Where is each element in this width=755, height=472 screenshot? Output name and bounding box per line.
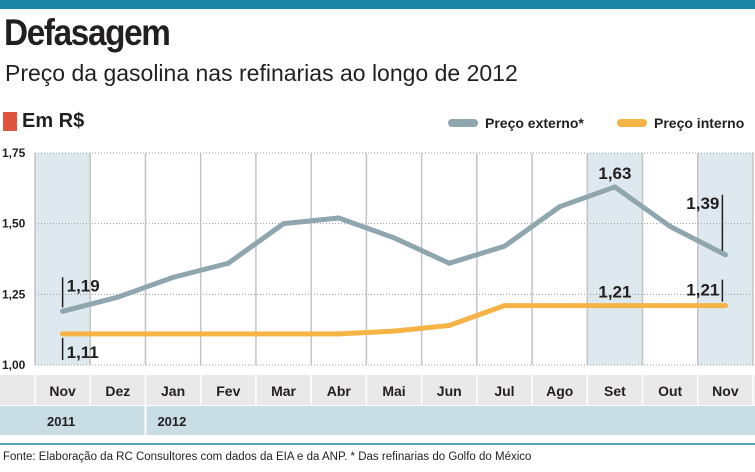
annotation-label: 1,11: [67, 343, 99, 362]
data-point-externo: [170, 274, 176, 280]
y-tick-label: 1,50: [2, 217, 26, 231]
x-tick-label: Jun: [437, 383, 462, 399]
x-tick-label: Mai: [382, 383, 405, 399]
x-tick-label: Abr: [327, 383, 352, 399]
highlight-column: [697, 153, 753, 365]
highlight-column: [35, 153, 91, 365]
data-point-interno: [391, 328, 397, 334]
annotation-label: 1,21: [598, 283, 631, 302]
data-point-externo: [612, 184, 618, 190]
data-point-interno: [501, 303, 507, 309]
data-point-interno: [722, 303, 728, 309]
data-point-externo: [336, 215, 342, 221]
data-point-externo: [281, 221, 287, 227]
x-tick-label: Fev: [216, 383, 240, 399]
data-point-externo: [501, 243, 507, 249]
legend-item-externo: Preço externo*: [448, 116, 584, 130]
data-point-externo: [60, 308, 66, 314]
data-point-interno: [170, 331, 176, 337]
x-tick-label: Dez: [105, 383, 130, 399]
data-point-externo: [446, 260, 452, 266]
legend-label-interno: Preço interno: [654, 115, 745, 131]
year-label: 2011: [47, 414, 75, 429]
data-point-interno: [336, 331, 342, 337]
x-tick-label: Nov: [49, 383, 76, 399]
x-tick-label: Out: [658, 383, 682, 399]
annotation-label: 1,63: [598, 164, 631, 183]
x-tick-label: Jul: [494, 383, 514, 399]
data-point-externo: [667, 223, 673, 229]
year-label: 2012: [157, 414, 186, 429]
unit-label: Em R$: [22, 110, 85, 132]
legend-swatch-externo: [448, 119, 478, 127]
x-tick-label: Nov: [712, 383, 739, 399]
data-point-interno: [281, 331, 287, 337]
x-tick-label: Jan: [161, 383, 185, 399]
unit-marker: [3, 112, 17, 131]
annotation-label: 1,21: [686, 281, 719, 300]
data-point-interno: [612, 303, 618, 309]
x-tick-label: Ago: [546, 383, 573, 399]
y-tick-label: 1,00: [2, 358, 26, 372]
data-point-interno: [60, 331, 66, 337]
year-band: [0, 406, 755, 435]
legend-label-externo: Preço externo*: [485, 115, 584, 131]
source-note: Fonte: Elaboração da RC Consultores com …: [3, 451, 532, 463]
data-point-externo: [391, 235, 397, 241]
chart-title: Defasagem: [4, 12, 171, 53]
data-point-externo: [557, 204, 563, 210]
legend-swatch-interno: [617, 119, 647, 127]
top-accent-bar: [0, 0, 755, 9]
data-point-externo: [225, 260, 231, 266]
y-tick-label: 1,25: [2, 287, 26, 301]
annotation-label: 1,39: [686, 194, 719, 213]
data-point-externo: [722, 252, 728, 258]
data-point-interno: [446, 322, 452, 328]
data-point-interno: [557, 303, 563, 309]
chart-subtitle: Preço da gasolina nas refinarias ao long…: [5, 60, 518, 86]
y-tick-label: 1,75: [2, 146, 26, 160]
x-tick-label: Set: [604, 383, 626, 399]
month-band: [0, 375, 755, 405]
data-point-externo: [115, 294, 121, 300]
annotation-label: 1,19: [67, 276, 100, 295]
data-point-interno: [225, 331, 231, 337]
legend-item-interno: Preço interno: [617, 116, 744, 130]
data-point-interno: [667, 303, 673, 309]
data-point-interno: [115, 331, 121, 337]
x-tick-label: Mar: [271, 383, 296, 399]
